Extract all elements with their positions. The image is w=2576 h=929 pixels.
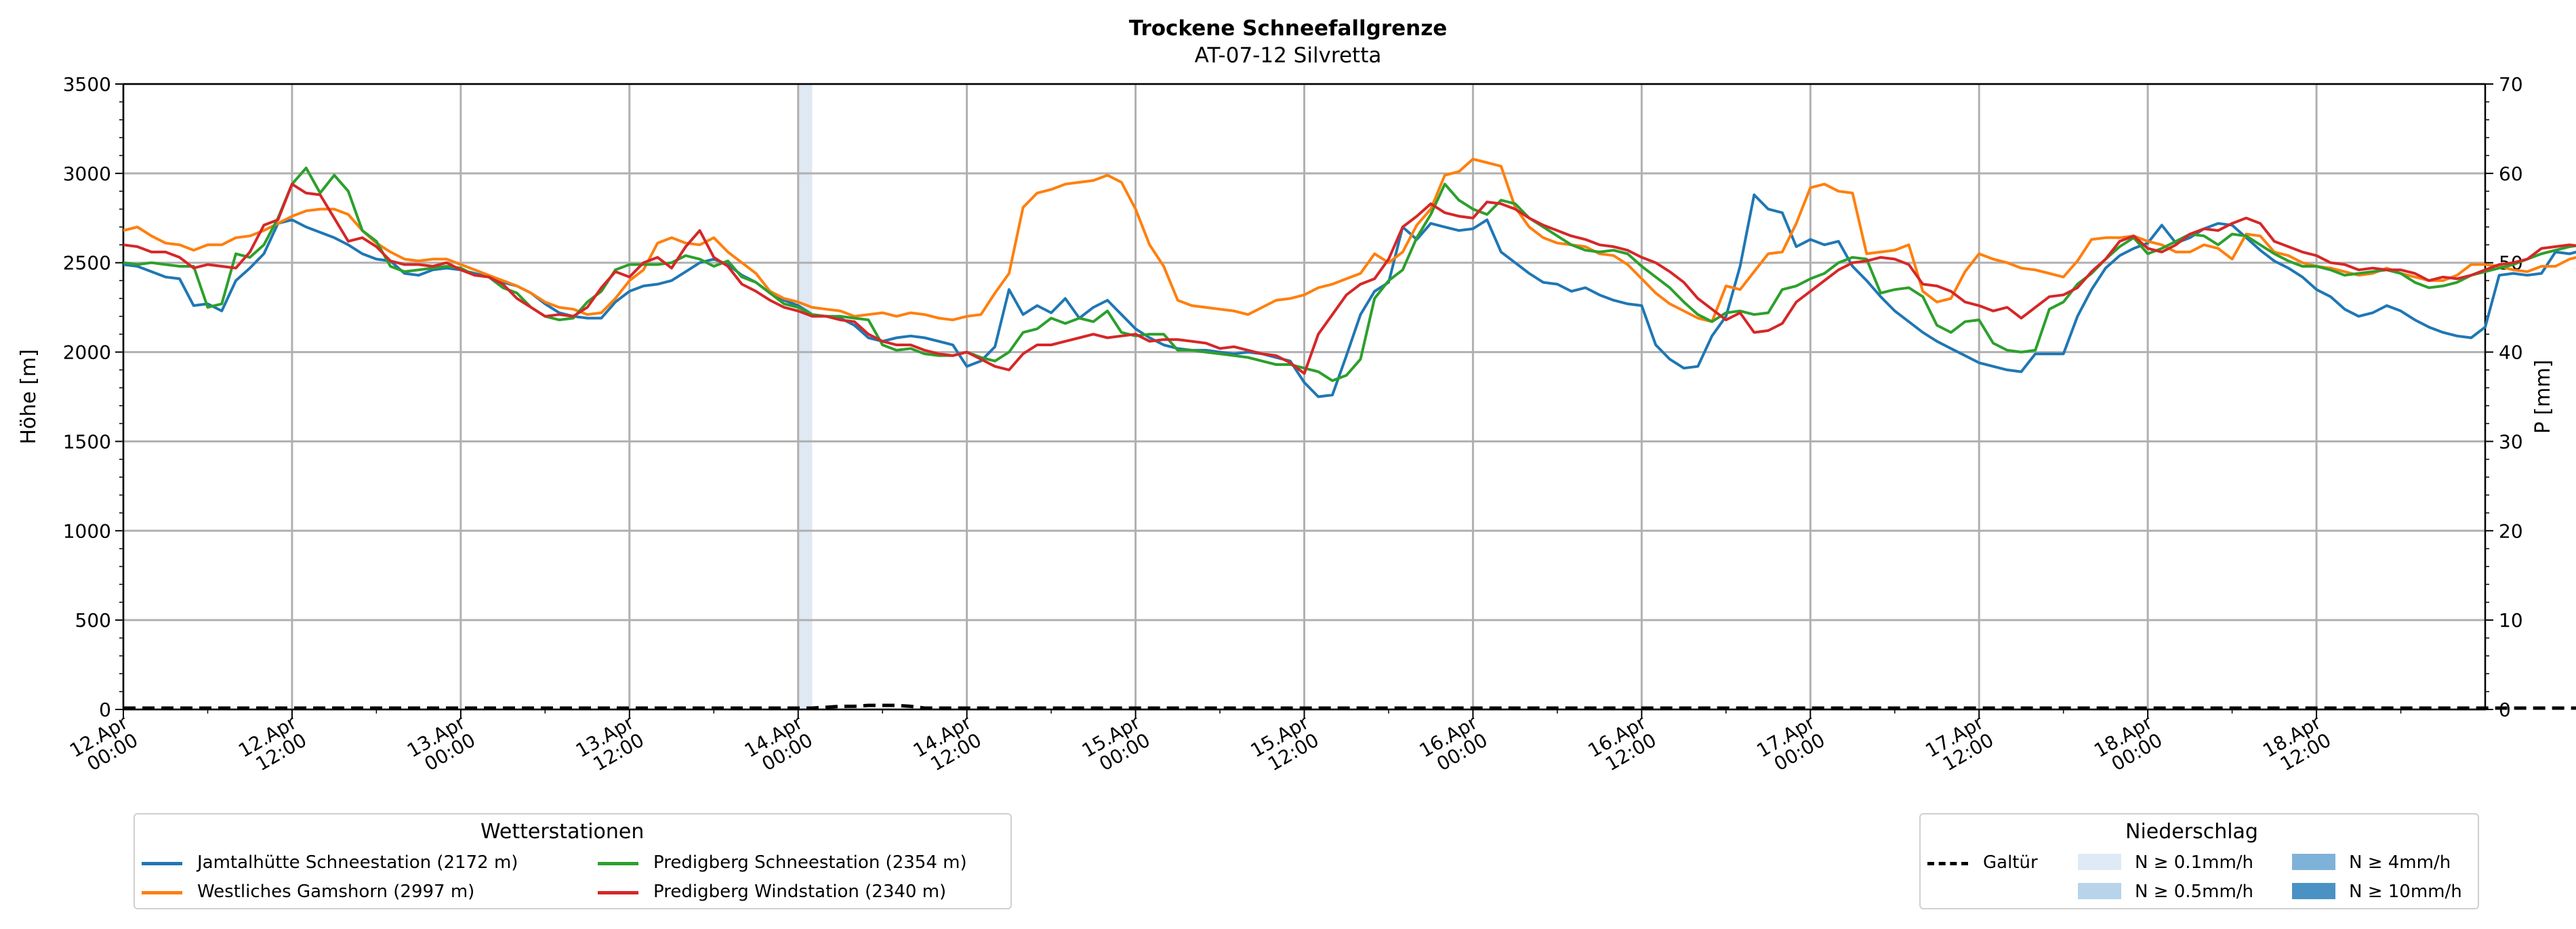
series-line-0: [123, 193, 2576, 398]
y2-tick-label: 60: [2499, 163, 2523, 185]
x-tick-label: 16.Apr00:00: [1416, 711, 1492, 779]
x-tick-label: 14.Apr00:00: [741, 711, 817, 779]
y-tick-label: 0: [99, 699, 111, 721]
precip-line-galtur: [123, 703, 2576, 710]
precip-swatch-4: [2292, 854, 2335, 870]
legend-label-gamshorn: Westliches Gamshorn (2997 m): [197, 882, 475, 902]
y-tick-label: 1500: [63, 430, 111, 453]
x-tick-label: 17.Apr00:00: [1753, 711, 1828, 779]
precip-label-10: N ≥ 10mm/h: [2349, 882, 2462, 902]
x-tick-label: 12.Apr00:00: [66, 711, 142, 779]
x-tick-label: 14.Apr12:00: [909, 711, 985, 779]
series-line-3: [123, 182, 2576, 375]
x-tick-label: 15.Apr12:00: [1247, 711, 1323, 779]
y-tick-label: 2000: [63, 342, 111, 364]
stations-legend-title: Wetterstationen: [481, 820, 645, 844]
y2-tick-label: 30: [2499, 430, 2523, 453]
series-line-1: [123, 157, 2576, 323]
y2-tick-label: 40: [2499, 342, 2523, 364]
precip-label-0-1: N ≥ 0.1mm/h: [2135, 852, 2254, 873]
legend-label-predigberg-schnee: Predigberg Schneestation (2354 m): [653, 852, 967, 873]
chart-subtitle: AT-07-12 Silvretta: [1194, 43, 1382, 68]
y-axis-label: Höhe [m]: [17, 349, 41, 445]
y-tick-label: 3500: [63, 73, 111, 96]
series-line-2: [123, 166, 2576, 382]
precip-legend: Niederschlag Galtür N ≥ 0.1mm/h N ≥ 0.5m…: [1919, 813, 2479, 909]
x-tick-label: 17.Apr12:00: [1921, 711, 1997, 779]
x-tick-label: 16.Apr12:00: [1585, 711, 1660, 779]
legend-line-gamshorn: [142, 891, 182, 894]
x-tick-label: 13.Apr00:00: [403, 711, 479, 779]
precip-highlight-band: [798, 84, 813, 709]
legend-label-jamtal: Jamtalhütte Schneestation (2172 m): [197, 852, 518, 873]
x-tick-label: 15.Apr00:00: [1078, 711, 1154, 779]
x-tick-label: 12.Apr12:00: [234, 711, 310, 779]
y2-axis-label: P [mm]: [2531, 360, 2555, 434]
x-tick-label: 13.Apr12:00: [572, 711, 648, 779]
precip-legend-title: Niederschlag: [2125, 820, 2258, 844]
y2-tick-label: 70: [2499, 73, 2523, 96]
y-tick-label: 1000: [63, 520, 111, 542]
precip-swatch-0-1: [2078, 854, 2121, 870]
y-tick-label: 500: [75, 609, 111, 632]
y-tick-label: 3000: [63, 163, 111, 185]
chart-title: Trockene Schneefallgrenze: [1128, 16, 1448, 41]
precip-label-4: N ≥ 4mm/h: [2349, 852, 2451, 873]
legend-line-jamtal: [142, 862, 182, 865]
y-tick-label: 2500: [63, 252, 111, 274]
precip-swatch-0-5: [2078, 883, 2121, 899]
y2-tick-label: 10: [2499, 609, 2523, 632]
y2-tick-label: 20: [2499, 520, 2523, 542]
legend-line-galtur: [1927, 862, 1968, 865]
legend-label-galtur: Galtür: [1983, 852, 2038, 873]
stations-legend: Wetterstationen Jamtalhütte Schneestatio…: [134, 813, 1012, 909]
x-tick-label: 18.Apr00:00: [2090, 711, 2166, 779]
legend-label-predigberg-wind: Predigberg Windstation (2340 m): [653, 882, 947, 902]
precip-swatch-10: [2292, 883, 2335, 899]
x-tick-label: 18.Apr12:00: [2259, 711, 2335, 779]
legend-line-predigberg-wind: [598, 891, 638, 894]
legend-line-predigberg-schnee: [598, 862, 638, 865]
precip-label-0-5: N ≥ 0.5mm/h: [2135, 882, 2254, 902]
